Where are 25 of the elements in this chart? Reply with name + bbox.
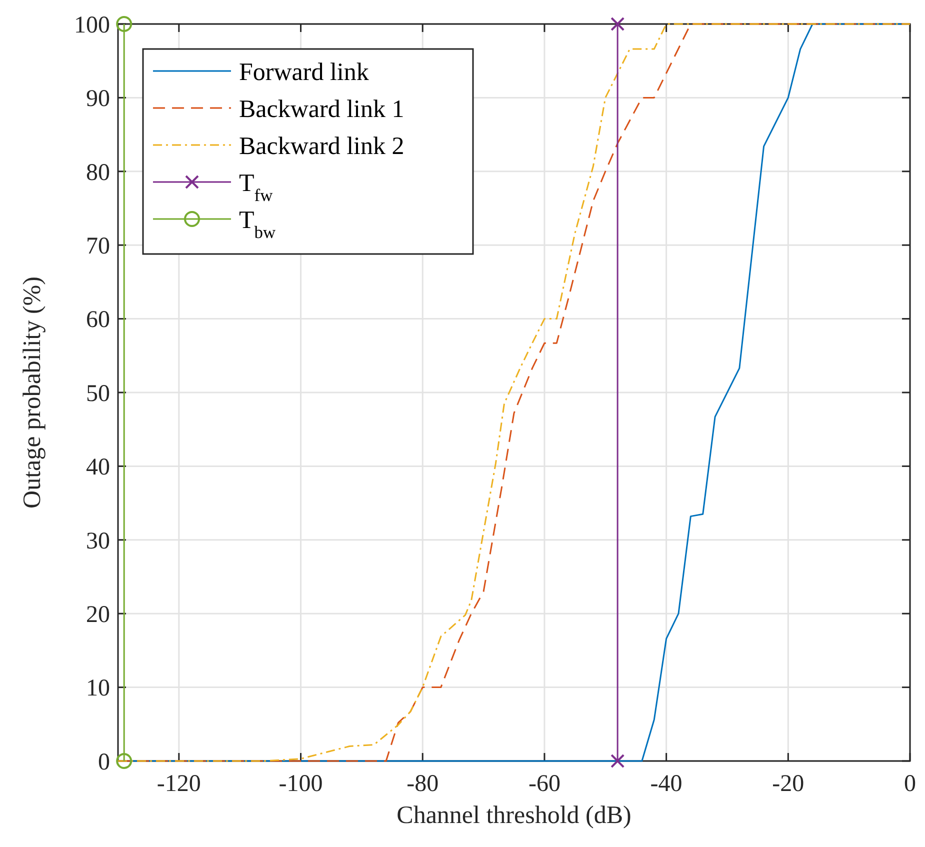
y-tick-label: 40 [86, 454, 110, 481]
legend-label: Backward link 1 [239, 96, 404, 123]
x-tick-label: -20 [772, 771, 804, 797]
legend-label: Forward link [239, 58, 370, 86]
x-tick-label: -40 [650, 771, 682, 797]
y-tick-label: 100 [74, 12, 110, 38]
y-tick-label: 70 [86, 234, 110, 260]
x-tick-label: -100 [278, 771, 323, 797]
x-tick-label: 0 [904, 771, 916, 797]
y-tick-label: 90 [86, 86, 110, 112]
legend-label: T$_{bw}$ [239, 206, 276, 242]
y-tick-label: 0 [98, 749, 110, 776]
y-tick-label: 10 [86, 676, 110, 702]
x-tick-label: -120 [156, 771, 201, 797]
legend-label: T$_{fw}$ [239, 170, 274, 205]
y-tick-label: 30 [86, 528, 110, 554]
y-tick-label: 60 [86, 307, 110, 334]
y-tick-label: 50 [86, 380, 110, 407]
y-tick-label: 80 [86, 160, 110, 186]
x-tick-label: -60 [528, 771, 560, 797]
legend-label: Backward link 2 [239, 132, 404, 160]
y-tick-label: 20 [86, 602, 110, 628]
x-axis-title: Channel threshold (dB) [396, 802, 632, 829]
y-axis-title: Outage probability (%) [19, 276, 46, 508]
x-tick-label: -80 [406, 771, 439, 797]
